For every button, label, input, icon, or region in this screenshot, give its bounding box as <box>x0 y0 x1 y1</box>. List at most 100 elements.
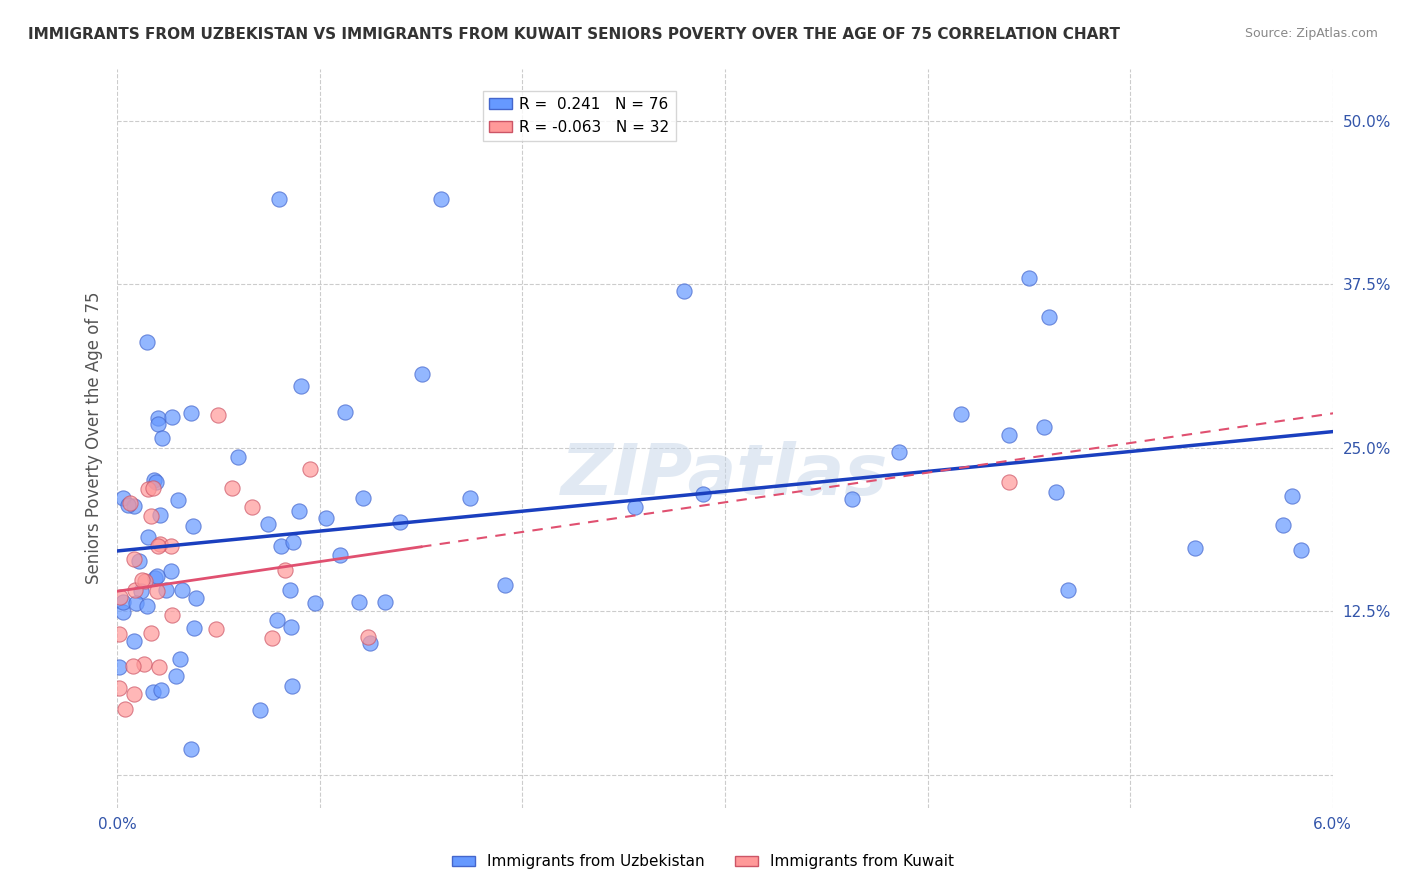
Legend: R =  0.241   N = 76, R = -0.063   N = 32: R = 0.241 N = 76, R = -0.063 N = 32 <box>482 91 675 141</box>
Immigrants from Uzbekistan <box>270 539 292 553</box>
Immigrants from Uzbekistan <box>1038 310 1060 324</box>
Immigrants from Kuwait <box>207 408 229 422</box>
Text: Source: ZipAtlas.com: Source: ZipAtlas.com <box>1244 27 1378 40</box>
Immigrants from Uzbekistan <box>117 498 139 512</box>
Immigrants from Kuwait <box>108 681 131 695</box>
Immigrants from Uzbekistan <box>146 569 169 583</box>
Immigrants from Uzbekistan <box>290 378 312 392</box>
Immigrants from Kuwait <box>124 583 146 598</box>
Immigrants from Uzbekistan <box>283 535 305 549</box>
Immigrants from Uzbekistan <box>1032 419 1054 434</box>
Immigrants from Uzbekistan <box>128 554 150 568</box>
Immigrants from Kuwait <box>262 632 284 646</box>
Immigrants from Uzbekistan <box>1056 583 1078 598</box>
Text: ZIPatlas: ZIPatlas <box>561 441 889 509</box>
Immigrants from Uzbekistan <box>288 504 311 518</box>
Immigrants from Uzbekistan <box>149 683 172 698</box>
Immigrants from Kuwait <box>149 537 172 551</box>
Immigrants from Uzbekistan <box>280 620 302 634</box>
Immigrants from Uzbekistan <box>458 491 481 506</box>
Immigrants from Uzbekistan <box>624 500 647 514</box>
Immigrants from Uzbekistan <box>257 517 280 532</box>
Immigrants from Uzbekistan <box>997 427 1019 442</box>
Immigrants from Uzbekistan <box>673 284 696 298</box>
Immigrants from Uzbekistan <box>1018 270 1040 285</box>
Immigrants from Uzbekistan <box>1289 543 1312 558</box>
Immigrants from Uzbekistan <box>112 605 135 619</box>
Immigrants from Uzbekistan <box>1271 518 1294 533</box>
Immigrants from Kuwait <box>118 496 141 510</box>
Immigrants from Uzbekistan <box>143 571 166 585</box>
Immigrants from Kuwait <box>122 658 145 673</box>
Y-axis label: Seniors Poverty Over the Age of 75: Seniors Poverty Over the Age of 75 <box>86 292 103 584</box>
Immigrants from Kuwait <box>274 563 297 577</box>
Immigrants from Uzbekistan <box>315 511 337 525</box>
Immigrants from Uzbekistan <box>142 473 165 487</box>
Immigrants from Kuwait <box>221 482 243 496</box>
Immigrants from Uzbekistan <box>183 621 205 635</box>
Immigrants from Kuwait <box>299 462 322 476</box>
Immigrants from Kuwait <box>122 687 145 701</box>
Immigrants from Uzbekistan <box>266 613 288 627</box>
Immigrants from Kuwait <box>160 539 183 553</box>
Immigrants from Uzbekistan <box>146 411 169 425</box>
Immigrants from Kuwait <box>131 573 153 587</box>
Immigrants from Uzbekistan <box>135 599 157 613</box>
Immigrants from Uzbekistan <box>136 531 159 545</box>
Immigrants from Uzbekistan <box>950 407 973 421</box>
Immigrants from Uzbekistan <box>374 595 396 609</box>
Immigrants from Uzbekistan <box>112 595 135 609</box>
Immigrants from Uzbekistan <box>180 406 202 420</box>
Immigrants from Uzbekistan <box>269 192 291 206</box>
Immigrants from Uzbekistan <box>249 703 271 717</box>
Immigrants from Kuwait <box>107 627 129 641</box>
Immigrants from Uzbekistan <box>136 334 159 349</box>
Immigrants from Uzbekistan <box>494 578 516 592</box>
Immigrants from Uzbekistan <box>389 516 412 530</box>
Immigrants from Kuwait <box>160 607 183 622</box>
Immigrants from Uzbekistan <box>160 409 183 424</box>
Text: IMMIGRANTS FROM UZBEKISTAN VS IMMIGRANTS FROM KUWAIT SENIORS POVERTY OVER THE AG: IMMIGRANTS FROM UZBEKISTAN VS IMMIGRANTS… <box>28 27 1121 42</box>
Immigrants from Uzbekistan <box>181 518 204 533</box>
Immigrants from Kuwait <box>139 509 162 524</box>
Immigrants from Kuwait <box>134 574 156 588</box>
Immigrants from Uzbekistan <box>1184 541 1206 555</box>
Immigrants from Uzbekistan <box>129 584 152 599</box>
Immigrants from Kuwait <box>148 660 170 674</box>
Immigrants from Uzbekistan <box>304 596 326 610</box>
Immigrants from Kuwait <box>114 702 136 716</box>
Immigrants from Uzbekistan <box>281 679 304 693</box>
Immigrants from Uzbekistan <box>125 595 148 609</box>
Immigrants from Kuwait <box>997 475 1019 490</box>
Immigrants from Uzbekistan <box>155 582 177 597</box>
Immigrants from Uzbekistan <box>329 548 352 562</box>
Immigrants from Uzbekistan <box>124 499 146 513</box>
Immigrants from Uzbekistan <box>167 493 190 508</box>
Immigrants from Uzbekistan <box>146 417 169 432</box>
Immigrants from Uzbekistan <box>359 636 381 650</box>
Immigrants from Uzbekistan <box>278 583 301 598</box>
Immigrants from Uzbekistan <box>186 591 208 606</box>
Immigrants from Uzbekistan <box>347 595 370 609</box>
Immigrants from Kuwait <box>357 630 380 644</box>
Immigrants from Uzbekistan <box>841 491 863 506</box>
Immigrants from Kuwait <box>142 481 165 495</box>
Immigrants from Kuwait <box>132 657 155 672</box>
Immigrants from Uzbekistan <box>411 367 433 381</box>
Immigrants from Kuwait <box>141 626 163 640</box>
Immigrants from Kuwait <box>242 500 264 514</box>
Immigrants from Uzbekistan <box>108 660 131 674</box>
Immigrants from Uzbekistan <box>142 685 165 699</box>
Immigrants from Kuwait <box>124 552 146 566</box>
Immigrants from Uzbekistan <box>160 564 183 578</box>
Immigrants from Uzbekistan <box>122 633 145 648</box>
Immigrants from Uzbekistan <box>149 508 172 522</box>
Immigrants from Uzbekistan <box>1045 484 1067 499</box>
Immigrants from Uzbekistan <box>165 669 187 683</box>
Immigrants from Uzbekistan <box>228 450 250 465</box>
Immigrants from Kuwait <box>205 622 228 636</box>
Immigrants from Uzbekistan <box>1281 489 1303 503</box>
Immigrants from Uzbekistan <box>111 491 134 506</box>
Immigrants from Uzbekistan <box>352 491 374 505</box>
Immigrants from Uzbekistan <box>180 741 202 756</box>
